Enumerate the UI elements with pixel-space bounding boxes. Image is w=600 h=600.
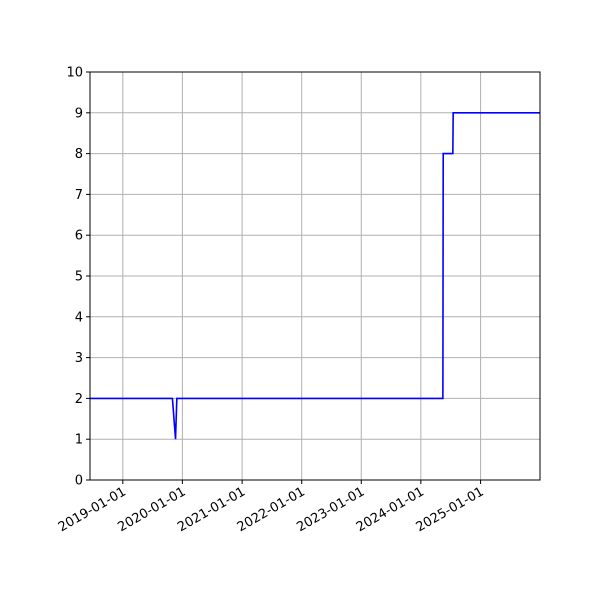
y-tick-label: 10 [66, 66, 83, 81]
series-layer [90, 112, 540, 440]
y-axis: 0 1 2 3 4 5 6 7 8 9 10 [66, 66, 90, 489]
y-tick-label: 8 [75, 147, 83, 162]
y-tick-label: 1 [75, 433, 83, 448]
y-tick-label: 5 [75, 270, 83, 285]
y-tick-label: 9 [75, 106, 83, 121]
y-tick-label: 0 [75, 474, 83, 489]
y-tick-label: 7 [75, 188, 83, 203]
y-tick-label: 3 [75, 351, 83, 366]
y-tick-label: 2 [75, 392, 83, 407]
y-tick-label: 6 [75, 229, 83, 244]
y-tick-label: 4 [75, 310, 83, 325]
series-line [90, 112, 540, 440]
